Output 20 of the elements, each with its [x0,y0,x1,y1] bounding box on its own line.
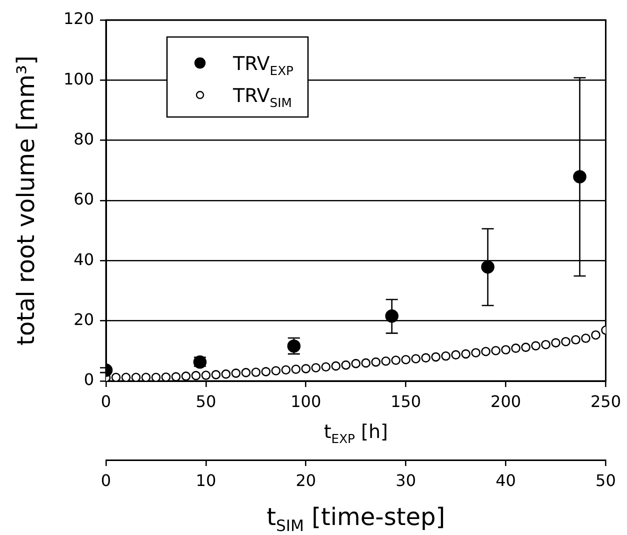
y-tick-label: 0 [84,370,94,390]
y-tick-label: 60 [74,190,94,209]
x-tick-label: 200 [490,392,522,411]
x2-tick-label: 20 [296,470,316,490]
y-tick-label: 40 [74,250,94,269]
x-tick-label: 0 [100,392,112,411]
x-tick-label: 250 [590,392,622,411]
x2-tick-label: 40 [496,470,516,490]
y-tick-label: 20 [74,310,94,329]
y-tick-label: 100 [63,69,94,88]
x2-tick-label: 30 [396,470,416,490]
x2-tick-label: 50 [596,470,616,490]
x2-tick-label: 0 [100,470,112,490]
y-tick-label: 80 [74,129,94,148]
x2-tick-label: 10 [196,470,216,490]
x-tick-label: 150 [390,392,422,411]
x-tick-label: 50 [196,392,216,411]
x-tick-label: 100 [290,392,322,411]
y-axis-title: total root volume [mm³] [12,56,40,346]
y-tick-label: 120 [63,9,94,28]
